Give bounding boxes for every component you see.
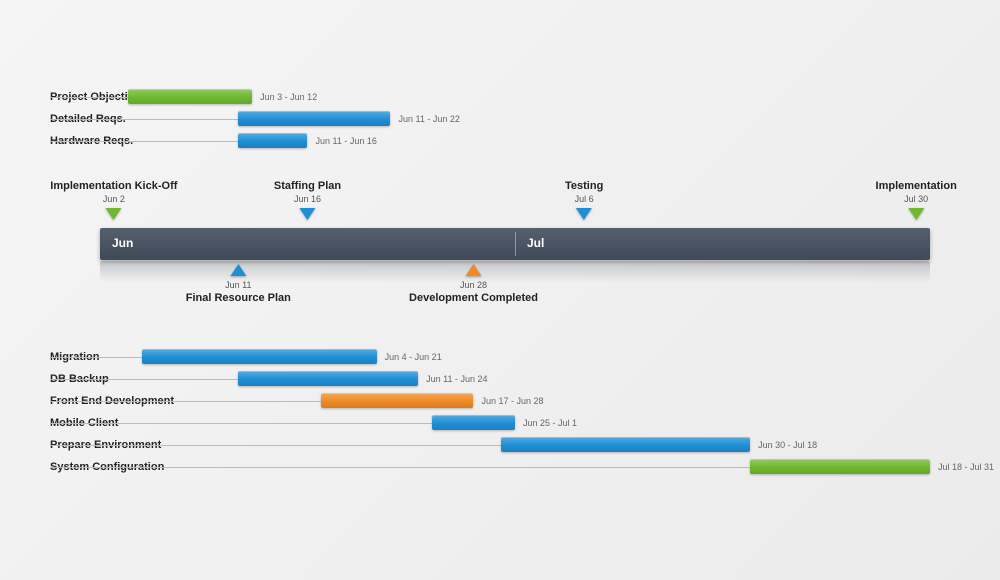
milestone-date: Jul 6	[565, 194, 603, 204]
milestone-date: Jun 16	[274, 194, 341, 204]
task-date-range: Jun 11 - Jun 16	[316, 130, 377, 152]
milestone-date: Jun 2	[50, 194, 177, 204]
milestone-title: Development Completed	[409, 292, 538, 304]
task-bar	[238, 111, 390, 126]
task-row: MigrationJun 4 - Jun 21	[0, 346, 1000, 368]
task-row: Prepare EnvironmentJun 30 - Jul 18	[0, 434, 1000, 456]
task-date-range: Jun 11 - Jun 24	[426, 368, 487, 390]
milestone-title: Implementation Kick-Off	[50, 180, 177, 192]
task-row: Mobile ClientJun 25 - Jul 1	[0, 412, 1000, 434]
task-row: Hardware Reqs.Jun 11 - Jun 16	[0, 130, 1000, 152]
milestone-title: Final Resource Plan	[186, 292, 291, 304]
milestone-marker-down-icon	[299, 208, 315, 220]
milestone-date: Jun 28	[409, 280, 538, 290]
task-date-range: Jun 4 - Jun 21	[385, 346, 442, 368]
milestone-above: Staffing Plan Jun 16	[274, 180, 341, 220]
month-label: Jun	[112, 236, 133, 250]
milestone-marker-up-icon	[466, 264, 482, 276]
task-connector	[50, 379, 238, 380]
task-bar	[128, 89, 253, 104]
task-bar	[142, 349, 377, 364]
task-connector	[50, 97, 128, 98]
task-connector	[50, 401, 321, 402]
milestone-below: Jun 28 Development Completed	[409, 264, 538, 304]
task-connector	[50, 119, 238, 120]
task-bar	[750, 459, 930, 474]
milestone-above: Implementation Kick-Off Jun 2	[50, 180, 177, 220]
task-date-range: Jun 11 - Jun 22	[399, 108, 460, 130]
milestone-marker-down-icon	[106, 208, 122, 220]
task-date-range: Jul 18 - Jul 31	[938, 456, 994, 478]
milestone-below: Jun 11 Final Resource Plan	[186, 264, 291, 304]
milestone-above: Testing Jul 6	[565, 180, 603, 220]
task-connector	[50, 423, 432, 424]
timeline-band: Jun Jul	[100, 228, 930, 260]
task-date-range: Jun 3 - Jun 12	[260, 86, 317, 108]
task-connector	[50, 445, 501, 446]
task-bar	[238, 371, 418, 386]
month-separator	[515, 232, 516, 256]
milestone-date: Jun 11	[186, 280, 291, 290]
month-label: Jul	[527, 236, 544, 250]
milestone-marker-up-icon	[230, 264, 246, 276]
task-date-range: Jun 25 - Jul 1	[523, 412, 577, 434]
milestone-title: Testing	[565, 180, 603, 192]
task-bar	[501, 437, 750, 452]
task-bar	[238, 133, 307, 148]
task-date-range: Jun 30 - Jul 18	[758, 434, 817, 456]
task-row: Detailed Reqs.Jun 11 - Jun 22	[0, 108, 1000, 130]
task-row: Front End DevelopmentJun 17 - Jun 28	[0, 390, 1000, 412]
task-date-range: Jun 17 - Jun 28	[482, 390, 544, 412]
milestone-above: Implementation Jul 30	[876, 180, 957, 220]
milestone-title: Implementation	[876, 180, 957, 192]
task-row: System ConfigurationJul 18 - Jul 31	[0, 456, 1000, 478]
task-row: DB BackupJun 11 - Jun 24	[0, 368, 1000, 390]
task-row: Project ObjectivesJun 3 - Jun 12	[0, 86, 1000, 108]
milestone-marker-down-icon	[908, 208, 924, 220]
task-bar	[432, 415, 515, 430]
milestone-marker-down-icon	[576, 208, 592, 220]
gantt-chart: Project ObjectivesJun 3 - Jun 12Detailed…	[0, 0, 1000, 580]
task-connector	[50, 141, 238, 142]
task-connector	[50, 467, 750, 468]
task-bar	[321, 393, 473, 408]
milestone-date: Jul 30	[876, 194, 957, 204]
milestone-title: Staffing Plan	[274, 180, 341, 192]
task-connector	[50, 357, 142, 358]
